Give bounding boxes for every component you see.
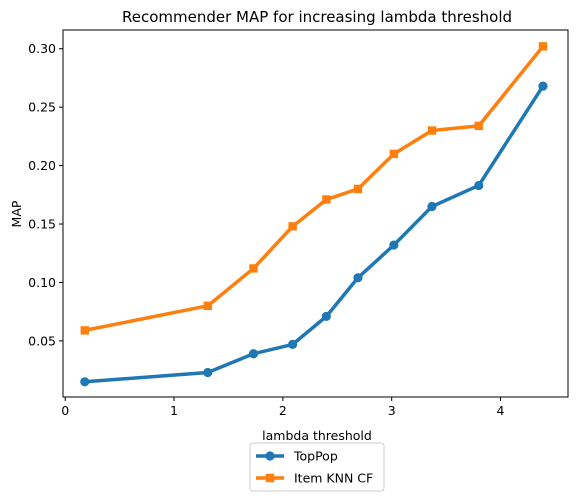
- data-point: [203, 367, 213, 378]
- chart-title: Recommender MAP for increasing lambda th…: [122, 8, 512, 26]
- legend-entry: Item KNN CF: [256, 471, 373, 486]
- legend-entry: TopPop: [256, 449, 338, 464]
- x-tick-label: 1: [170, 403, 178, 418]
- data-point: [474, 180, 484, 191]
- data-point: [288, 339, 298, 350]
- y-tick-label: 0.20: [28, 158, 56, 173]
- y-axis: 0.05 0.10 0.15 0.20 0.25 0.30: [28, 41, 63, 348]
- plot-frame: [62, 29, 569, 398]
- data-point: [389, 240, 399, 250]
- x-tick-label: 2: [279, 403, 287, 418]
- data-point: [427, 201, 437, 212]
- legend-label: Item KNN CF: [294, 471, 373, 486]
- data-point: [353, 273, 363, 283]
- x-tick-label: 3: [388, 403, 396, 418]
- y-tick-label: 0.30: [28, 41, 56, 56]
- series-toppop: [80, 81, 548, 387]
- series-line: [83, 44, 545, 333]
- data-point: [249, 264, 258, 273]
- series-item-knn-cf: [80, 42, 548, 335]
- x-tick-label: 0: [61, 403, 69, 418]
- y-tick-label: 0.15: [28, 217, 56, 232]
- series-line: [83, 84, 545, 384]
- legend: TopPop Item KNN CF: [249, 442, 385, 492]
- data-point: [288, 222, 297, 231]
- data-point: [353, 184, 363, 194]
- data-point: [80, 377, 90, 387]
- data-point: [248, 349, 259, 359]
- data-point: [203, 301, 212, 311]
- data-point: [427, 126, 437, 135]
- data-point: [474, 121, 483, 131]
- x-axis: 0 1 2 3 4: [61, 397, 505, 418]
- data-point: [538, 81, 548, 91]
- legend-marker: [265, 451, 275, 461]
- plot-area: [80, 42, 548, 387]
- y-axis-title: MAP: [9, 200, 24, 227]
- data-point: [322, 195, 331, 204]
- data-point: [321, 311, 331, 321]
- data-point: [80, 326, 89, 335]
- data-point: [389, 149, 399, 159]
- legend-marker: [265, 473, 275, 483]
- y-tick-label: 0.05: [28, 333, 56, 348]
- x-axis-title: lambda threshold: [262, 428, 372, 443]
- x-tick-label: 4: [497, 403, 505, 418]
- y-tick-label: 0.10: [28, 275, 56, 290]
- legend-label: TopPop: [293, 449, 338, 464]
- y-tick-label: 0.25: [28, 100, 56, 115]
- data-point: [538, 42, 548, 51]
